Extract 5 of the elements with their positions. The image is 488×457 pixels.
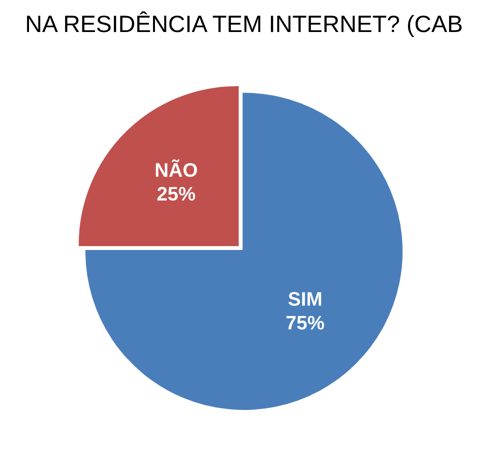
slice-label: NÃO (156, 159, 197, 177)
chart-title: NA RESIDÊNCIA TEM INTERNET? (CAB (27, 11, 462, 37)
data-label: 75% (286, 316, 324, 330)
data-label: 25% (157, 186, 196, 201)
slice-label: SIM (288, 292, 322, 306)
